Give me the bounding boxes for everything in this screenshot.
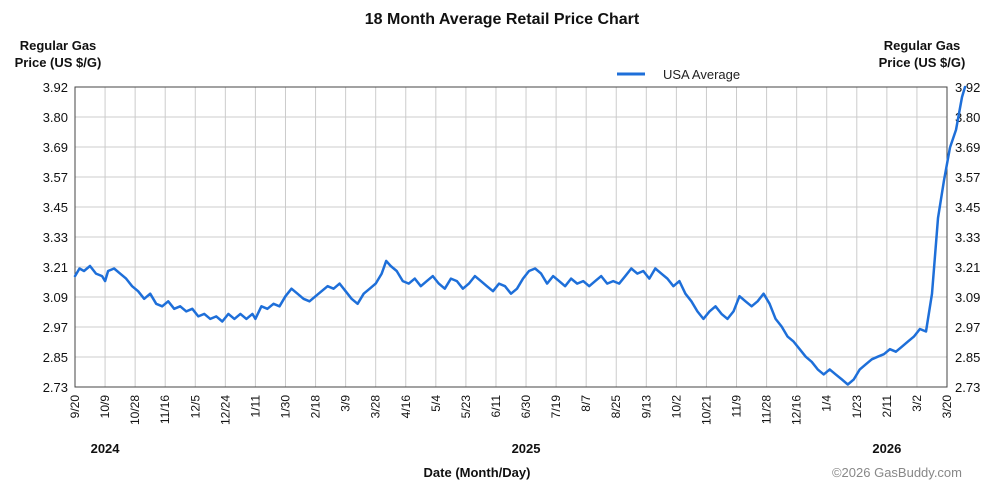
series-line-usa-average — [73, 85, 967, 386]
x-tick-label: 12/5 — [188, 395, 202, 419]
grid — [74, 86, 948, 388]
x-tick-label: 10/2 — [669, 395, 683, 419]
year-label: 2025 — [512, 441, 541, 456]
x-ticks: 9/20 10/9 10/28 11/16 12/5 12/24 1/11 1/30 2/18 3… — [68, 395, 954, 425]
x-tick-label: 8/25 — [609, 395, 623, 419]
chart-title: 18 Month Average Retail Price Chart — [365, 11, 640, 28]
x-tick-label: 9/20 — [68, 395, 82, 419]
y-tick-label-right: 3.21 — [955, 260, 980, 275]
x-tick-label: 1/23 — [850, 395, 864, 419]
y-ticks-left: 3.92 3.80 3.69 3.57 3.45 3.33 3.21 3.09 2.97 2.85… — [43, 80, 68, 395]
x-tick-label: 2/18 — [309, 395, 323, 419]
x-tick-label: 11/28 — [760, 395, 774, 424]
x-tick-label: 5/4 — [429, 395, 443, 412]
y-tick-label-left: 3.57 — [43, 170, 68, 185]
plot-area-border — [74, 86, 948, 388]
y-tick-label-left: 3.92 — [43, 80, 68, 95]
x-tick-label: 8/7 — [579, 395, 593, 412]
x-tick-label: 12/16 — [790, 395, 804, 425]
x-tick-label: 4/16 — [399, 395, 413, 419]
x-tick-label: 3/28 — [369, 395, 383, 419]
y-tick-label-right: 3.33 — [955, 230, 980, 245]
y-axis-label-right-line2: Price (US $/G) — [879, 55, 966, 70]
x-tick-label: 10/28 — [128, 395, 142, 425]
x-tick-label: 1/11 — [248, 395, 262, 418]
year-label: 2026 — [872, 441, 901, 456]
x-tick-label: 3/20 — [940, 395, 954, 419]
x-tick-label: 12/24 — [218, 395, 232, 425]
y-tick-label-left: 3.09 — [43, 290, 68, 305]
x-tick-label: 2/11 — [880, 395, 894, 418]
y-tick-label-right: 3.09 — [955, 290, 980, 305]
y-tick-label-left: 2.73 — [43, 380, 68, 395]
y-tick-label-left: 2.85 — [43, 350, 68, 365]
x-tick-label: 11/9 — [730, 395, 744, 418]
y-tick-label-right: 3.45 — [955, 200, 980, 215]
y-tick-label-right: 3.69 — [955, 140, 980, 155]
y-tick-label-left: 2.97 — [43, 320, 68, 335]
y-axis-label-left-line2: Price (US $/G) — [15, 55, 102, 70]
x-tick-label: 3/2 — [910, 395, 924, 412]
year-label: 2024 — [91, 441, 121, 456]
x-tick-label: 9/13 — [639, 395, 653, 419]
x-tick-label: 10/9 — [98, 395, 112, 419]
y-ticks-right: 3.92 3.80 3.69 3.57 3.45 3.33 3.21 3.09 2.97 2.85… — [955, 80, 980, 395]
x-tick-label: 11/16 — [158, 395, 172, 424]
y-tick-label-left: 3.45 — [43, 200, 68, 215]
x-axis-label: Date (Month/Day) — [424, 465, 531, 480]
x-tick-label: 1/30 — [278, 395, 292, 419]
y-tick-label-left: 3.69 — [43, 140, 68, 155]
y-tick-label-right: 2.85 — [955, 350, 980, 365]
legend: USA Average — [617, 67, 740, 82]
x-tick-label: 5/23 — [459, 395, 473, 419]
y-tick-label-left: 3.33 — [43, 230, 68, 245]
y-tick-label-right: 2.97 — [955, 320, 980, 335]
y-tick-label-right: 3.80 — [955, 110, 980, 125]
x-tick-label: 1/4 — [820, 395, 834, 412]
year-labels: 2024 2025 2026 — [91, 441, 902, 456]
y-tick-label-right: 3.92 — [955, 80, 980, 95]
credit-text: ©2026 GasBuddy.com — [832, 465, 962, 480]
x-tick-label: 6/30 — [519, 395, 533, 419]
y-tick-label-right: 2.73 — [955, 380, 980, 395]
x-tick-label: 3/9 — [339, 395, 353, 412]
y-axis-label-left-line1: Regular Gas — [20, 38, 97, 53]
y-tick-label-left: 3.80 — [43, 110, 68, 125]
x-tick-label: 6/11 — [489, 395, 503, 418]
y-axis-label-right-line1: Regular Gas — [884, 38, 961, 53]
series-group — [73, 85, 967, 386]
legend-label: USA Average — [663, 67, 740, 82]
x-tick-label: 10/21 — [699, 395, 713, 425]
y-tick-label-right: 3.57 — [955, 170, 980, 185]
x-tick-label: 7/19 — [549, 395, 563, 419]
y-tick-label-left: 3.21 — [43, 260, 68, 275]
